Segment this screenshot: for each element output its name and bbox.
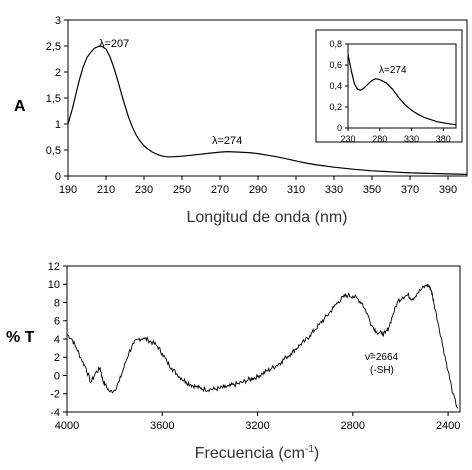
uv-inset: 230 280 330 380 0 0,2 0,4 0,6 0,8 λ=274 bbox=[315, 29, 463, 144]
uv-y-axis-label: A bbox=[14, 98, 26, 115]
ir-x-axis-label-main: Frecuencia (cm bbox=[195, 445, 305, 462]
uv-peak-label-207: λ=207 bbox=[99, 38, 129, 50]
uv-x-tick-label: 350 bbox=[363, 184, 381, 196]
uv-inset-x-tick-label: 230 bbox=[340, 134, 355, 144]
uv-x-axis-label: Longitud de onda (nm) bbox=[187, 209, 348, 226]
uv-x-ticks: 190 210 230 250 270 290 310 330 350 370 390 bbox=[59, 176, 457, 196]
uv-y-tick-label: 0 bbox=[55, 171, 61, 183]
uv-inset-y-tick-label: 0,6 bbox=[329, 60, 342, 70]
ir-y-tick-label: -4 bbox=[50, 407, 60, 419]
uv-x-tick-label: 390 bbox=[439, 184, 457, 196]
uv-inset-y-tick-label: 0,4 bbox=[329, 81, 342, 91]
uv-peak-label-274: λ=274 bbox=[212, 135, 242, 147]
uv-absorbance-line bbox=[67, 45, 468, 175]
uv-y-tick-label: 3 bbox=[55, 15, 61, 27]
uv-chart: 190 210 230 250 270 290 310 330 350 370 390 00,511… bbox=[14, 15, 468, 226]
uv-x-tick-label: 370 bbox=[401, 184, 419, 196]
uv-x-tick-label: 330 bbox=[325, 184, 343, 196]
uv-inset-y-tick-label: 0,2 bbox=[329, 102, 342, 112]
uv-y-ticks: 0 0,5 1 1,5 2 2,5 3 bbox=[46, 15, 68, 183]
ir-plot-frame bbox=[66, 265, 461, 413]
uv-x-tick-label: 190 bbox=[59, 184, 77, 196]
uv-y-tick-label: 1,5 bbox=[46, 93, 61, 105]
uv-inset-x-tick-label: 380 bbox=[436, 134, 451, 144]
ir-x-tick-label: 3200 bbox=[245, 420, 269, 432]
uv-inset-y-tick-label: 0,8 bbox=[329, 39, 342, 49]
ir-x-axis-label-sup: -1 bbox=[305, 444, 314, 455]
uv-inset-y-tick-label: 0 bbox=[337, 123, 342, 133]
uv-y-tick-label: 2,5 bbox=[46, 41, 61, 53]
ir-peak-sublabel: (-SH) bbox=[370, 365, 394, 376]
uv-x-tick-label: 250 bbox=[173, 184, 191, 196]
ir-y-tick-label: 6 bbox=[54, 316, 60, 328]
uv-x-tick-label: 210 bbox=[97, 184, 115, 196]
ir-chart: 4000 3600 3200 2800 2400 -4 -2 0 2 4 6 8 10 12 ν̃=26… bbox=[6, 261, 461, 462]
uv-y-tick-label: 2 bbox=[55, 67, 61, 79]
ir-y-tick-label: -2 bbox=[50, 389, 60, 401]
uv-inset-absorbance-line bbox=[347, 54, 457, 126]
uv-x-tick-label: 310 bbox=[287, 184, 305, 196]
uv-y-tick-label: 1 bbox=[55, 119, 61, 131]
ir-y-tick-label: 2 bbox=[54, 352, 60, 364]
uv-inset-y-ticks: 0 0,2 0,4 0,6 0,8 bbox=[329, 39, 348, 133]
uv-inset-x-tick-label: 330 bbox=[404, 134, 419, 144]
ir-x-tick-label: 3600 bbox=[150, 420, 174, 432]
ir-y-axis-label: % T bbox=[6, 329, 35, 346]
ir-peak-label: ν̃=2664 bbox=[365, 352, 399, 363]
ir-x-tick-label: 2400 bbox=[436, 420, 460, 432]
ir-y-tick-label: 12 bbox=[48, 261, 60, 273]
uv-inset-x-tick-label: 280 bbox=[372, 134, 387, 144]
ir-y-tick-label: 10 bbox=[48, 279, 60, 291]
ir-x-axis-label-end: ) bbox=[314, 445, 319, 462]
ir-y-ticks: -4 -2 0 2 4 6 8 10 12 bbox=[48, 261, 67, 419]
ir-y-tick-label: 4 bbox=[54, 334, 60, 346]
ir-y-tick-label: 8 bbox=[54, 297, 60, 309]
uv-x-tick-label: 230 bbox=[135, 184, 153, 196]
ir-x-tick-label: 2800 bbox=[341, 420, 365, 432]
ir-x-ticks: 4000 3600 3200 2800 2400 bbox=[55, 412, 460, 432]
ir-transmittance-line bbox=[66, 283, 458, 409]
uv-x-tick-label: 290 bbox=[249, 184, 267, 196]
uv-inset-peak-label: λ=274 bbox=[379, 65, 407, 76]
uv-x-tick-label: 270 bbox=[211, 184, 229, 196]
ir-x-axis-label: Frecuencia (cm-1) bbox=[195, 444, 319, 462]
ir-x-tick-label: 4000 bbox=[55, 420, 79, 432]
uv-y-tick-label: 0,5 bbox=[46, 145, 61, 157]
ir-y-tick-label: 0 bbox=[54, 370, 60, 382]
